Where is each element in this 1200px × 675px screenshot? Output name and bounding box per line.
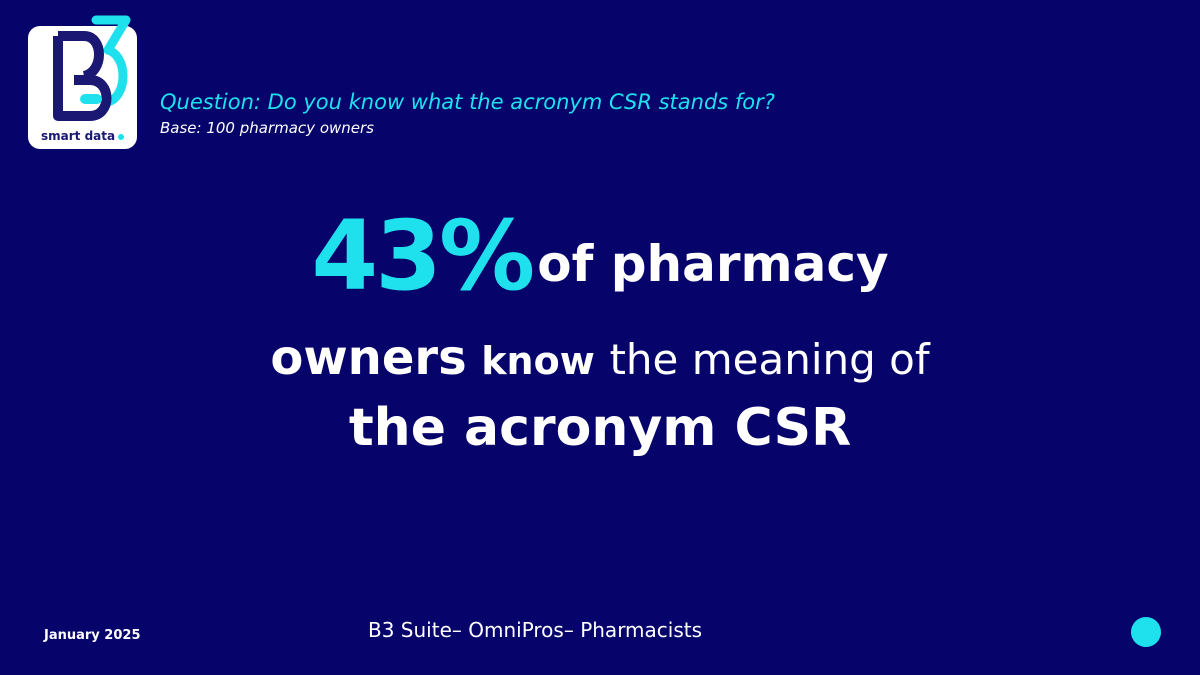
- footer-date: January 2025: [44, 628, 141, 643]
- headline-text: of pharmacy: [537, 235, 889, 293]
- headline-line-3: the acronym CSR: [348, 398, 852, 458]
- headline-text: know: [481, 339, 595, 383]
- footer-suite: B3 Suite– OmniPros– Pharmacists: [368, 618, 703, 642]
- b3-smart-data-logo: smart data: [28, 15, 137, 149]
- accent-dot-icon: [1131, 617, 1161, 647]
- svg-text:smart data: smart data: [41, 129, 115, 143]
- logo-mark-icon: smart data: [41, 15, 131, 143]
- headline-line-1: 43% of pharmacy: [0, 200, 1200, 312]
- question-text: Question: Do you know what the acronym C…: [160, 90, 775, 114]
- headline-text: the meaning of: [609, 335, 930, 384]
- base-text: Base: 100 pharmacy owners: [160, 119, 374, 137]
- headline-text: owners: [270, 330, 467, 386]
- headline-line-2: owners know the meaning of: [0, 330, 1200, 386]
- percent-value: 43%: [311, 200, 535, 312]
